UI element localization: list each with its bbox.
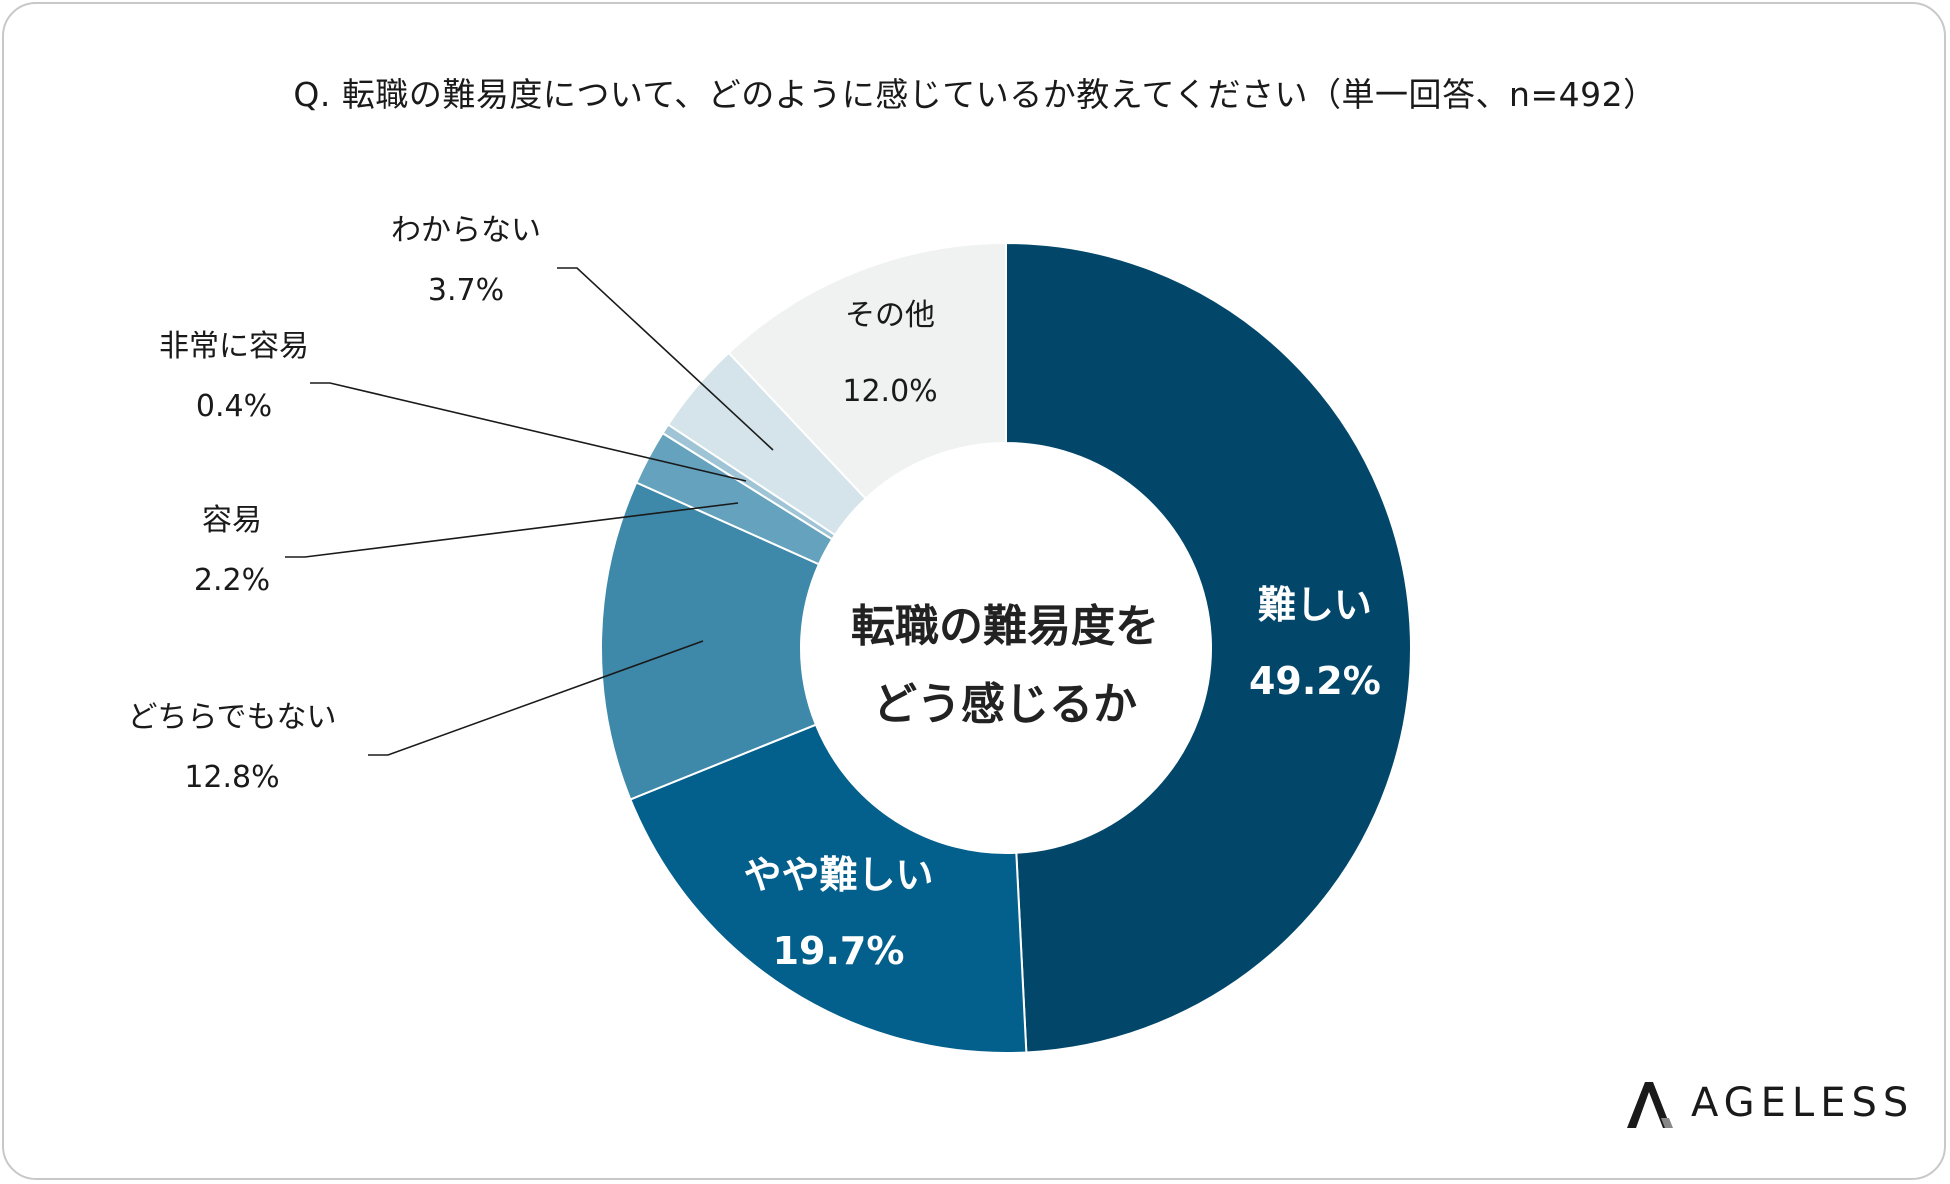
slice-value-1: 49.2% <box>1249 659 1381 703</box>
center-label-line2: どう感じるか <box>873 679 1137 730</box>
slice-label-3: どちらでもない <box>127 700 336 735</box>
slice-label-7: その他 <box>845 298 935 333</box>
slice-label-6: わからない <box>391 213 541 248</box>
brand-name: AGELESS <box>1691 1080 1915 1126</box>
slice-label-2: やや難しい <box>744 853 934 897</box>
slice-value-7: 12.0% <box>842 374 937 409</box>
slice-3 <box>600 481 821 801</box>
slice-1 <box>1005 241 1413 1054</box>
slice-value-6: 3.7% <box>428 273 504 308</box>
slice-2 <box>629 723 1028 1054</box>
center-label-line1: 転職の難易度を <box>851 601 1159 652</box>
leader-line-6 <box>557 267 774 451</box>
slice-value-4: 2.2% <box>194 563 270 598</box>
leader-line-5 <box>310 382 747 482</box>
donut-labels: 難しい 49.2% やや難しい 19.7% どちらでもない 12.8% 容易 2.2% 非常に容… <box>127 213 1380 973</box>
slice-label-1: 難しい <box>1258 583 1372 627</box>
ageless-logo-icon <box>1627 1082 1673 1128</box>
chart-title: Q. 転職の難易度について、どのように感じているか教えてください（単一回答、n=… <box>293 75 1657 114</box>
slice-label-5: 非常に容易 <box>159 329 309 364</box>
slice-label-4: 容易 <box>202 503 262 538</box>
donut-hole <box>802 444 1210 852</box>
donut-slices <box>600 241 1413 1054</box>
slice-value-5: 0.4% <box>196 389 272 424</box>
leader-line-4 <box>285 502 739 558</box>
slice-7 <box>727 241 1007 500</box>
leader-line-3 <box>368 640 704 756</box>
slice-value-2: 19.7% <box>773 929 905 973</box>
slice-value-3: 12.8% <box>184 760 279 795</box>
